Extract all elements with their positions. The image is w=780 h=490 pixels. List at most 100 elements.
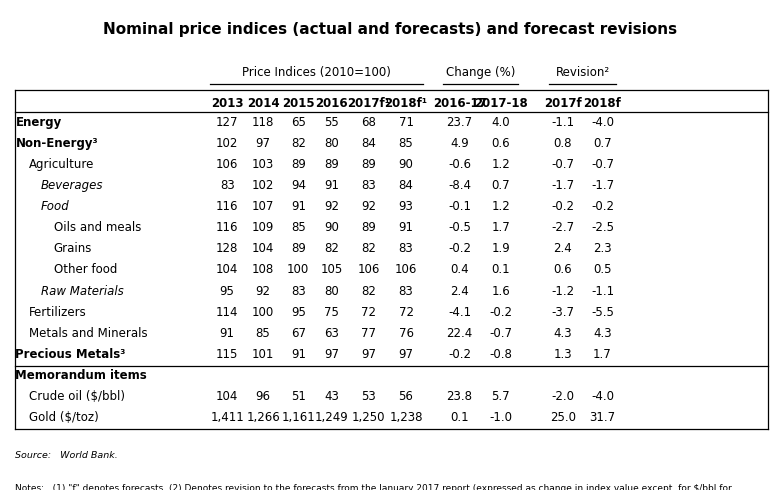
Text: -0.2: -0.2 [551,200,574,213]
Text: Revision²: Revision² [555,66,610,79]
Text: 0.1: 0.1 [450,412,469,424]
Text: 97: 97 [324,348,339,361]
Text: 116: 116 [216,221,239,234]
Text: 2014: 2014 [246,97,279,110]
Text: -1.2: -1.2 [551,285,574,297]
Text: 84: 84 [361,137,376,150]
Text: -2.5: -2.5 [591,221,614,234]
Text: -0.2: -0.2 [448,348,471,361]
Text: 90: 90 [399,158,413,171]
Text: 2016: 2016 [316,97,348,110]
Text: -0.2: -0.2 [591,200,614,213]
Text: -1.7: -1.7 [551,179,574,192]
Text: 105: 105 [321,264,343,276]
Text: 92: 92 [361,200,376,213]
Text: -4.0: -4.0 [591,390,614,403]
Text: 94: 94 [291,179,306,192]
Text: 100: 100 [252,306,275,318]
Text: 0.6: 0.6 [491,137,510,150]
Text: Gold ($/toz): Gold ($/toz) [29,412,99,424]
Text: 95: 95 [220,285,235,297]
Text: Metals and Minerals: Metals and Minerals [29,327,148,340]
Text: -1.1: -1.1 [591,285,614,297]
Text: 2015: 2015 [282,97,314,110]
Text: 100: 100 [287,264,310,276]
Text: 85: 85 [256,327,271,340]
Text: 104: 104 [216,264,239,276]
Text: 107: 107 [252,200,275,213]
Text: -0.8: -0.8 [489,348,512,361]
Text: 1.7: 1.7 [593,348,612,361]
Text: Agriculture: Agriculture [29,158,94,171]
Text: 80: 80 [324,137,339,150]
Text: 0.4: 0.4 [450,264,469,276]
Text: 91: 91 [399,221,413,234]
Text: -2.7: -2.7 [551,221,574,234]
Text: -3.7: -3.7 [551,306,574,318]
Text: 1.9: 1.9 [491,243,510,255]
Text: 92: 92 [324,200,339,213]
Text: 83: 83 [361,179,376,192]
Text: 116: 116 [216,200,239,213]
Text: 83: 83 [220,179,235,192]
Text: -0.7: -0.7 [591,158,614,171]
Text: 1.2: 1.2 [491,158,510,171]
Text: 83: 83 [291,285,306,297]
Text: Beverages: Beverages [41,179,103,192]
Text: 91: 91 [291,348,306,361]
Text: 115: 115 [216,348,239,361]
Text: 4.3: 4.3 [554,327,572,340]
Text: 82: 82 [291,137,306,150]
Text: Price Indices (2010=100): Price Indices (2010=100) [242,66,391,79]
Text: -2.0: -2.0 [551,390,574,403]
Text: 108: 108 [252,264,275,276]
Text: Grains: Grains [54,243,92,255]
Text: 67: 67 [291,327,306,340]
Text: 2018f: 2018f [583,97,622,110]
Text: 82: 82 [324,243,339,255]
Text: Raw Materials: Raw Materials [41,285,123,297]
Text: 53: 53 [361,390,376,403]
Text: 72: 72 [361,306,376,318]
Text: 91: 91 [220,327,235,340]
Text: 89: 89 [361,158,376,171]
Text: 22.4: 22.4 [446,327,473,340]
Text: 104: 104 [252,243,275,255]
Text: -0.7: -0.7 [551,158,574,171]
Text: 102: 102 [252,179,275,192]
Text: 0.8: 0.8 [554,137,572,150]
Text: -0.6: -0.6 [448,158,471,171]
Text: 31.7: 31.7 [590,412,615,424]
Text: 101: 101 [252,348,275,361]
Text: 55: 55 [324,116,339,128]
Text: 2017f: 2017f [544,97,582,110]
Text: 89: 89 [291,158,306,171]
Text: 97: 97 [399,348,413,361]
Text: 5.7: 5.7 [491,390,510,403]
Text: 65: 65 [291,116,306,128]
Text: 93: 93 [399,200,413,213]
Text: 91: 91 [324,179,339,192]
Text: 25.0: 25.0 [550,412,576,424]
Text: 1.3: 1.3 [554,348,572,361]
Text: 89: 89 [361,221,376,234]
Text: 75: 75 [324,306,339,318]
Text: -0.5: -0.5 [448,221,471,234]
Text: -1.0: -1.0 [489,412,512,424]
Text: Change (%): Change (%) [445,66,515,79]
Text: -0.2: -0.2 [448,243,471,255]
Text: 1.7: 1.7 [491,221,510,234]
Text: 96: 96 [256,390,271,403]
Text: 1,411: 1,411 [211,412,244,424]
Text: Crude oil ($/bbl): Crude oil ($/bbl) [29,390,126,403]
Text: 23.8: 23.8 [447,390,473,403]
Text: Nominal price indices (actual and forecasts) and forecast revisions: Nominal price indices (actual and foreca… [103,22,677,37]
Text: Food: Food [41,200,69,213]
Text: Memorandum items: Memorandum items [16,369,147,382]
Text: 1,161: 1,161 [282,412,315,424]
Text: Precious Metals³: Precious Metals³ [16,348,126,361]
Text: -5.5: -5.5 [591,306,614,318]
Text: 2013: 2013 [211,97,243,110]
Text: 1,250: 1,250 [352,412,385,424]
Text: 97: 97 [361,348,376,361]
